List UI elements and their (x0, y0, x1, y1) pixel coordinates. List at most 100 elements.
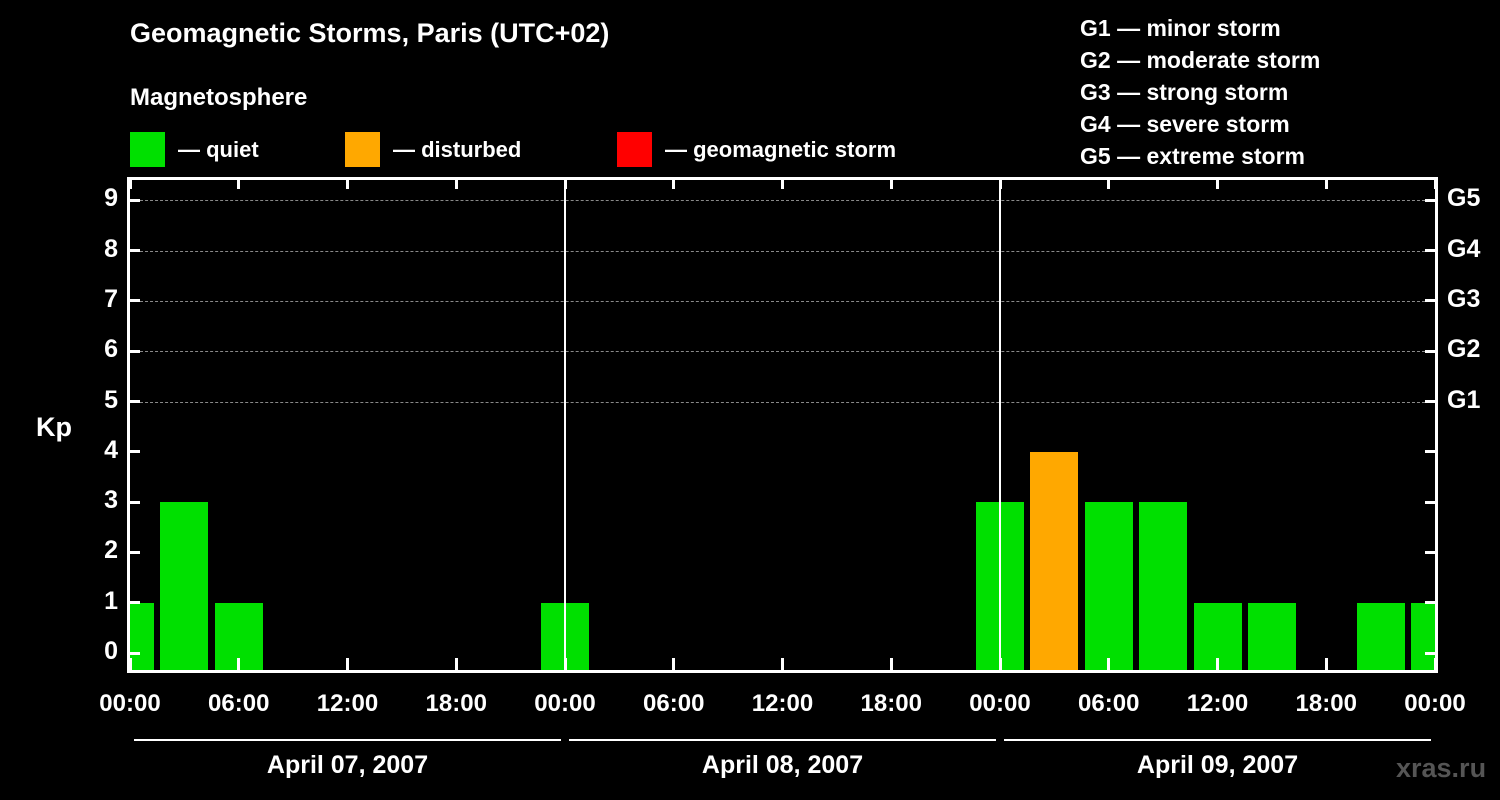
day-separator-line (564, 180, 566, 670)
y-axis-label: 6 (104, 335, 118, 364)
kp-bar (1030, 451, 1079, 670)
right-axis-label-g5: G5 (1447, 184, 1481, 213)
y-axis-label: 5 (104, 385, 118, 414)
storm-scale-legend: G1 — minor storm G2 — moderate storm G3 — … (1080, 12, 1320, 172)
x-axis-label: 18:00 (425, 690, 487, 717)
x-tick-top (672, 180, 676, 189)
x-axis-label: 18:00 (860, 690, 922, 717)
kp-gridline-7 (130, 300, 1435, 302)
plot-area (127, 177, 1438, 673)
right-axis-label-g3: G3 (1447, 284, 1481, 313)
kp-gridline-6 (130, 351, 1435, 353)
x-tick-bottom (998, 658, 1002, 670)
storm-scale-item: G1 — minor storm (1080, 15, 1281, 41)
x-tick-bottom (454, 658, 458, 670)
y-tick-left (130, 299, 140, 303)
x-tick-top (1433, 180, 1435, 189)
legend-label-disturbed: — disturbed (393, 136, 522, 162)
y-tick-left (130, 550, 140, 554)
date-underline (569, 739, 996, 741)
x-tick-bottom (130, 658, 132, 670)
x-tick-top (781, 180, 784, 189)
x-tick-top (346, 180, 349, 189)
x-tick-bottom (1433, 658, 1435, 670)
day-separator-line (999, 180, 1001, 670)
right-axis-label-g2: G2 (1447, 335, 1481, 364)
y-tick-right (1425, 450, 1435, 454)
y-tick-left (130, 450, 140, 454)
x-tick-bottom (1216, 658, 1219, 670)
x-tick-top (130, 180, 132, 189)
x-tick-bottom (781, 658, 784, 670)
y-tick-right (1425, 299, 1435, 303)
x-axis-label: 06:00 (643, 690, 705, 717)
x-axis-label: 00:00 (99, 690, 161, 717)
y-tick-left (130, 349, 140, 353)
kp-gridline-5 (130, 401, 1435, 403)
y-axis-label: 7 (104, 284, 118, 313)
x-tick-top (1107, 180, 1111, 189)
x-axis-label: 06:00 (1078, 690, 1140, 717)
disturbed-swatch (345, 132, 380, 167)
y-axis-title: Kp (36, 412, 72, 442)
legend-label-quiet: — quiet (178, 136, 259, 162)
kp-gridline-8 (130, 250, 1435, 252)
y-tick-right (1425, 198, 1435, 202)
storm-scale-item: G3 — strong storm (1080, 79, 1289, 105)
y-axis-label: 9 (104, 184, 118, 213)
kp-bar (130, 602, 154, 670)
chart-title: Geomagnetic Storms, Paris (UTC+02) (130, 18, 610, 48)
x-tick-bottom (237, 658, 241, 670)
kp-bar (1139, 502, 1188, 670)
kp-bar (1356, 602, 1405, 670)
y-tick-left (130, 198, 140, 202)
x-tick-top (889, 180, 893, 189)
date-label: April 07, 2007 (266, 751, 429, 779)
x-axis-label: 06:00 (208, 690, 270, 717)
x-tick-bottom (672, 658, 676, 670)
y-tick-right (1425, 400, 1435, 403)
y-axis-label: 2 (104, 536, 118, 565)
kp-bar (1247, 602, 1296, 670)
y-tick-right (1425, 601, 1435, 605)
y-tick-right (1425, 651, 1435, 655)
x-axis-label: 12:00 (751, 690, 814, 717)
kp-bar (160, 502, 209, 670)
y-axis-label: 8 (104, 234, 118, 263)
x-tick-bottom (1324, 658, 1328, 670)
x-tick-top (1216, 180, 1219, 189)
x-tick-top (237, 180, 241, 189)
x-tick-top (1324, 180, 1328, 189)
y-tick-left (130, 601, 140, 605)
date-underline (1004, 739, 1431, 741)
legend-label-storm: — geomagnetic storm (665, 136, 897, 162)
kp-bar (1411, 602, 1435, 670)
y-tick-left (130, 500, 140, 504)
y-tick-left (130, 249, 140, 253)
kp-bar (1084, 502, 1133, 670)
magnetosphere-label: Magnetosphere (130, 84, 308, 111)
y-tick-left (130, 651, 140, 655)
x-tick-bottom (889, 658, 893, 670)
y-tick-left (130, 400, 140, 403)
legend-item-disturbed: — disturbed (345, 132, 521, 167)
date-label: April 09, 2007 (1136, 751, 1299, 779)
storm-swatch (617, 132, 652, 167)
x-tick-bottom (346, 658, 349, 670)
legend-item-storm: — geomagnetic storm (617, 132, 896, 167)
y-axis-label: 0 (104, 637, 118, 665)
y-tick-right (1425, 500, 1435, 504)
x-axis-label: 12:00 (1186, 690, 1249, 717)
y-tick-right (1425, 550, 1435, 554)
x-tick-bottom (563, 658, 567, 670)
y-tick-right (1425, 349, 1435, 353)
x-axis-label: 00:00 (969, 690, 1031, 717)
x-axis-label: 00:00 (534, 690, 596, 717)
y-tick-right (1425, 249, 1435, 253)
kp-gridline-9 (130, 200, 1435, 202)
x-axis-label: 00:00 (1404, 690, 1466, 717)
date-label: April 08, 2007 (701, 751, 864, 779)
storm-scale-item: G4 — severe storm (1080, 111, 1290, 137)
x-axis-label: 18:00 (1295, 690, 1357, 717)
